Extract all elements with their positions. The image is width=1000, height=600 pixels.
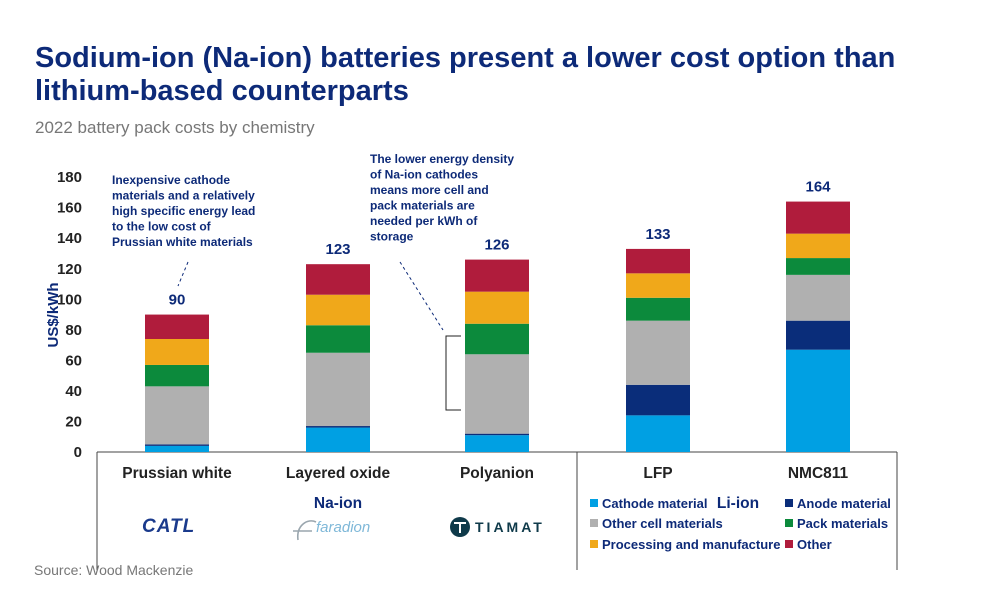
y-tick-label: 0	[74, 444, 82, 461]
bar-segment	[786, 201, 850, 234]
annotation-right-line: of Na-ion cathodes	[370, 168, 478, 182]
bar-total-label: 133	[645, 226, 670, 243]
legend-label: Other	[797, 537, 832, 552]
legend-swatch	[785, 519, 793, 527]
annotation-right-leader	[399, 261, 444, 331]
tiamat-logo-glyph	[454, 522, 466, 533]
bar-segment	[786, 233, 850, 259]
legend-label: Other cell materials	[602, 516, 723, 531]
catl-logo: CATL	[142, 516, 195, 537]
x-tick-label: NMC811	[788, 465, 849, 482]
faradion-logo: faradion	[316, 519, 370, 536]
y-tick-label: 120	[57, 261, 82, 278]
bar-segment	[306, 264, 370, 295]
annotation-right-line: means more cell and	[370, 183, 489, 197]
faradion-logo-mark	[293, 520, 317, 541]
annotation-right-line: The lower energy density	[370, 152, 514, 166]
bar-segment	[465, 354, 529, 434]
bar-segment	[145, 386, 209, 445]
bar-segment	[306, 325, 370, 353]
bar-segment	[626, 248, 690, 274]
legend-label: Anode material	[797, 496, 891, 511]
bar-total-label: 123	[325, 241, 350, 258]
annotation-left-leader	[177, 261, 189, 287]
chart-subtitle: 2022 battery pack costs by chemistry	[35, 118, 315, 137]
bar-segment	[626, 297, 690, 321]
bar-segment	[306, 426, 370, 428]
legend-swatch	[785, 540, 793, 548]
y-tick-label: 100	[57, 291, 82, 308]
y-tick-label: 160	[57, 200, 82, 217]
bar-segment	[145, 364, 209, 387]
tiamat-logo: TIAMAT	[475, 519, 545, 535]
bar-segment	[626, 273, 690, 298]
x-tick-label: Layered oxide	[286, 465, 391, 482]
bar-segment	[626, 384, 690, 416]
bar-segment	[465, 435, 529, 452]
y-tick-label: 80	[65, 322, 82, 339]
annotation-left-line: materials and a relatively	[112, 189, 255, 203]
y-tick-label: 20	[65, 413, 82, 430]
y-tick-label: 60	[65, 352, 82, 369]
bar-segment	[465, 433, 529, 436]
legend-swatch	[590, 499, 598, 507]
legend-label: Cathode material	[602, 496, 707, 511]
legend-label: Processing and manufacture	[602, 537, 780, 552]
annotation-left-line: to the low cost of	[112, 220, 212, 234]
bar-segment	[626, 415, 690, 452]
x-tick-label: Prussian white	[122, 465, 232, 482]
legend-label: Pack materials	[797, 516, 888, 531]
legend-swatch	[590, 540, 598, 548]
y-axis-label: US$/kWh	[45, 282, 62, 347]
group-label-na-ion: Na-ion	[314, 495, 362, 512]
bar-segment	[465, 291, 529, 324]
bar-segment	[306, 352, 370, 427]
annotation-right-line: needed per kWh of	[370, 214, 478, 228]
x-tick-label: Polyanion	[460, 465, 534, 482]
annotation-left-line: Prussian white materials	[112, 235, 253, 249]
annotation-right-line: pack materials are	[370, 199, 475, 213]
bar-total-label: 90	[169, 292, 186, 309]
y-tick-label: 140	[57, 230, 82, 247]
annotation-left-line: high specific energy lead	[112, 204, 255, 218]
bar-segment	[145, 314, 209, 340]
group-label-li-ion: Li-ion	[717, 495, 759, 512]
bar-segment	[786, 349, 850, 452]
bar-segment	[145, 339, 209, 365]
bar-segment	[786, 258, 850, 275]
legend-swatch	[785, 499, 793, 507]
x-tick-label: LFP	[643, 465, 672, 482]
bar-total-label: 126	[484, 237, 509, 254]
annotation-bracket	[445, 335, 461, 411]
bar-total-label: 164	[805, 179, 831, 196]
bar-segment	[306, 427, 370, 452]
bar-segment	[786, 320, 850, 350]
y-tick-label: 40	[65, 383, 82, 400]
annotation-right-line: storage	[370, 230, 414, 244]
chart-title: Sodium-ion (Na-ion) batteries present a …	[35, 42, 896, 107]
annotation-left-line: Inexpensive cathode	[112, 173, 230, 187]
legend-swatch	[590, 519, 598, 527]
bar-segment	[465, 323, 529, 355]
y-tick-label: 180	[57, 169, 82, 186]
bar-segment	[145, 444, 209, 446]
bar-segment	[465, 259, 529, 292]
bar-segment	[145, 445, 209, 452]
source-note: Source: Wood Mackenzie	[34, 562, 194, 578]
bar-segment	[626, 320, 690, 385]
bar-segment	[786, 274, 850, 321]
bar-segment	[306, 294, 370, 326]
